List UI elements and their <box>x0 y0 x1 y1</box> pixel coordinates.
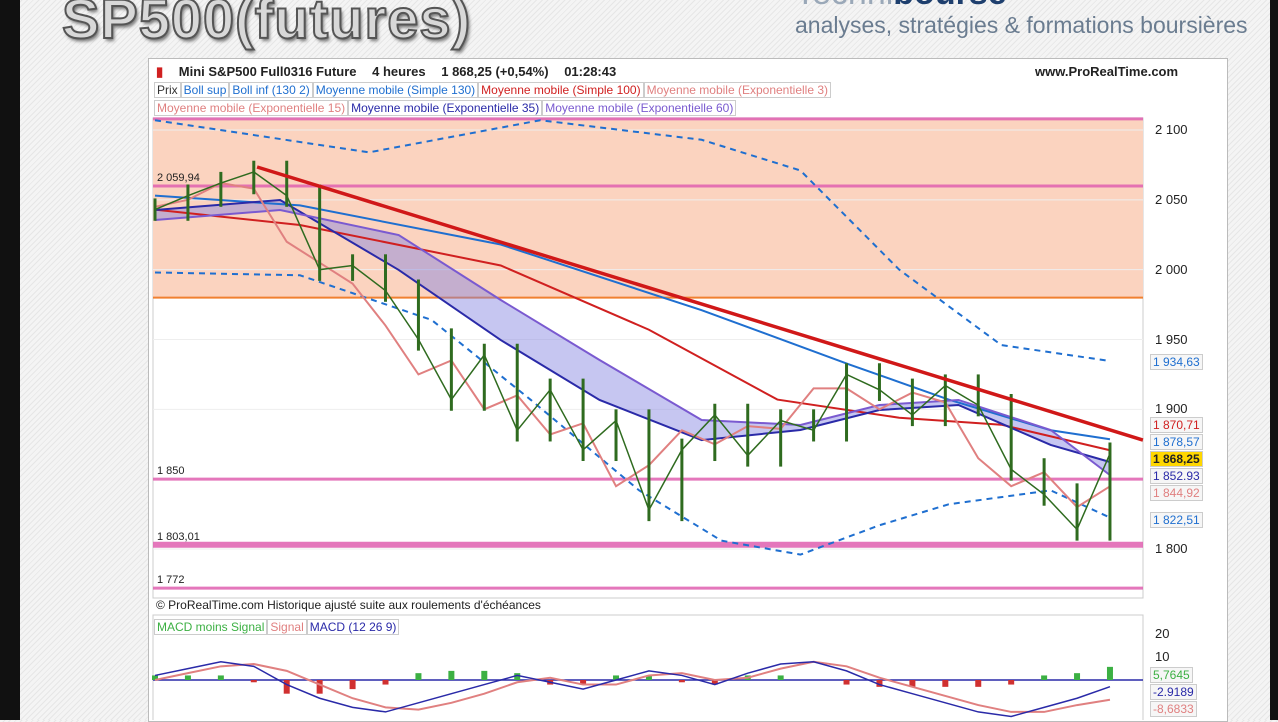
macd-hist-bar <box>415 673 422 680</box>
right-border <box>1270 0 1278 720</box>
series-moyenne-mobile-exponentielle-35- <box>154 198 1111 463</box>
macd-hist-bar <box>678 680 685 683</box>
resistance-zone <box>153 118 1143 298</box>
legend-row-1: Prix Boll sup Boll inf (130 2) Moyenne mobi… <box>154 82 832 98</box>
legend-macd[interactable]: MACD (12 26 9) <box>306 619 400 635</box>
macd-hist-bar <box>250 680 257 683</box>
level-label: 1 803,01 <box>157 530 200 543</box>
legend-sma100[interactable]: Moyenne mobile (Simple 100) <box>478 82 644 98</box>
macd-y-tick: 10 <box>1155 649 1170 665</box>
value-label: 1 934,63 <box>1150 354 1203 370</box>
signal-line <box>154 660 1111 713</box>
logo-tagline: analyses, stratégies & formations boursi… <box>795 12 1248 38</box>
legend-boll-sup[interactable]: Boll sup <box>180 82 230 98</box>
macd-hist-bar <box>942 680 949 687</box>
value-label: 1 852.93 <box>1150 468 1203 484</box>
instrument: Mini S&P500 Full0316 Future <box>178 64 357 79</box>
macd-hist-bar <box>152 675 158 680</box>
candlestick-icon: ▮ <box>156 64 164 79</box>
y-tick-label: 1 950 <box>1155 331 1188 347</box>
macd-hist-bar <box>316 680 323 694</box>
legend-macd-hist[interactable]: MACD moins Signal <box>154 619 268 635</box>
macd-hist-bar <box>711 680 718 685</box>
level-label: 1 772 <box>157 574 185 587</box>
series-boll-sup <box>154 119 1111 363</box>
macd-hist-bar <box>843 680 850 685</box>
macd-hist-bar <box>184 675 191 680</box>
value-label: -8,6833 <box>1150 701 1197 717</box>
legend-boll-inf[interactable]: Boll inf (130 2) <box>229 82 313 98</box>
legend-row-2: Moyenne mobile (Exponentielle 15) Moyenne… <box>154 100 737 116</box>
left-border <box>0 0 20 720</box>
legend-ema35[interactable]: Moyenne mobile (Exponentielle 35) <box>348 100 543 116</box>
macd-hist-bar <box>613 675 620 680</box>
chart-header: ▮ Mini S&P500 Full0316 Future 4 heures 1… <box>156 64 628 79</box>
logo: Tecnnibourse <box>795 0 1007 10</box>
timeframe[interactable]: 4 heures <box>372 64 426 79</box>
macd-legend: MACD moins Signal Signal MACD (12 26 9) <box>154 619 400 635</box>
legend-ema3[interactable]: Moyenne mobile (Exponentielle 3) <box>643 82 832 98</box>
value-label: 1 844,92 <box>1150 485 1203 501</box>
time: 01:28:43 <box>564 64 617 79</box>
value-label: 1 870,71 <box>1150 417 1203 433</box>
y-tick-label: 2 000 <box>1155 261 1188 277</box>
macd-hist-bar <box>1106 666 1113 680</box>
macd-hist-bar <box>283 680 290 694</box>
macd-hist-bar <box>909 680 916 687</box>
legend-ema60[interactable]: Moyenne mobile (Exponentielle 60) <box>542 100 737 116</box>
macd-line <box>154 660 1111 718</box>
y-tick-label: 2 050 <box>1155 191 1188 207</box>
macd-hist-bar <box>975 680 982 687</box>
macd-hist-bar <box>1041 675 1048 680</box>
value-label: -2.9189 <box>1150 684 1197 700</box>
legend-prix[interactable]: Prix <box>154 82 181 98</box>
macd-hist-bar <box>1008 680 1015 685</box>
macd-hist-bar <box>514 673 521 680</box>
legend-sma130[interactable]: Moyenne mobile (Simple 130) <box>312 82 479 98</box>
y-tick-label: 2 100 <box>1155 122 1188 137</box>
logo-bold: bourse <box>893 0 1006 12</box>
site-link[interactable]: www.ProRealTime.com <box>1035 64 1179 79</box>
macd-hist-bar <box>1074 673 1081 680</box>
value-label: 1 868,25 <box>1150 451 1203 467</box>
series-moyenne-mobile-exponentielle-60- <box>154 209 1111 476</box>
slide-title: SP500(futures) <box>61 0 472 51</box>
level-label: 2 059,94 <box>157 171 200 184</box>
price-line <box>154 171 1111 531</box>
last-price: 1 868,25 (+0,54%) <box>441 64 549 79</box>
y-tick-label: 1 800 <box>1155 541 1188 556</box>
footnote: © ProRealTime.com Historique ajusté suit… <box>156 598 541 612</box>
series-moyenne-mobile-exponentielle-15- <box>154 182 1111 509</box>
y-tick-label: 1 900 <box>1155 401 1188 417</box>
macd-hist-bar <box>876 680 883 687</box>
macd-hist-bar <box>777 675 784 680</box>
macd-hist-bar <box>481 670 488 680</box>
macd-hist-bar <box>382 680 389 685</box>
value-label: 1 822,51 <box>1150 512 1203 528</box>
level-label: 1 850 <box>157 465 185 478</box>
macd-hist-bar <box>448 670 455 680</box>
macd-hist-bar <box>349 680 356 690</box>
macd-hist-bar <box>645 675 652 680</box>
legend-signal[interactable]: Signal <box>267 619 307 635</box>
macd-hist-bar <box>217 675 224 680</box>
macd-hist-bar <box>580 680 587 685</box>
trendline <box>256 165 1144 442</box>
legend-ema15[interactable]: Moyenne mobile (Exponentielle 15) <box>154 100 349 116</box>
macd-y-tick: 20 <box>1155 626 1170 642</box>
logo-light: Tecnni <box>795 0 893 12</box>
value-label: 1 878,57 <box>1150 434 1203 450</box>
value-label: 5,7645 <box>1150 667 1193 683</box>
